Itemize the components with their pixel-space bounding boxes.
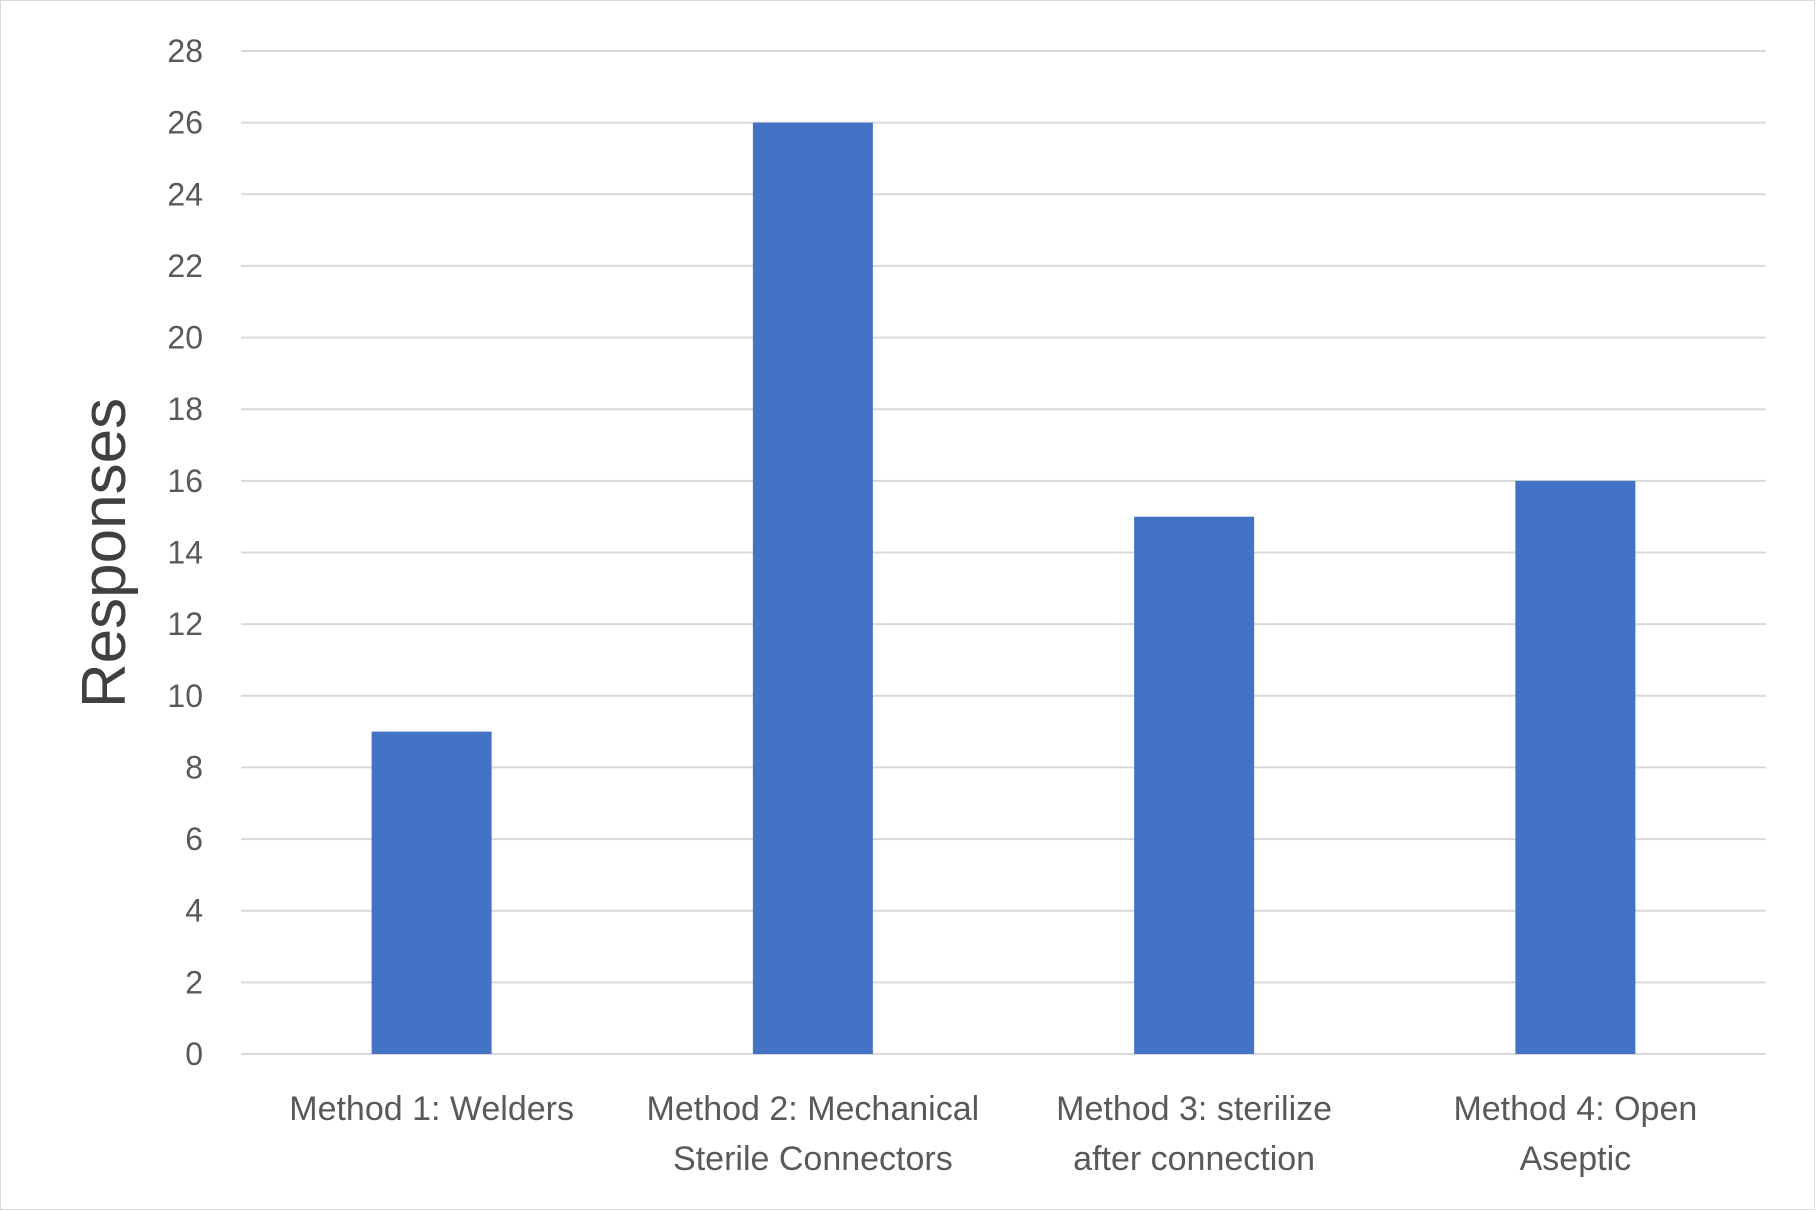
y-tick-label: 20: [167, 320, 203, 356]
x-category-label: Method 4: Open Aseptic: [1453, 1090, 1697, 1178]
y-tick-label: 24: [167, 176, 203, 212]
x-category-label: Method 3: sterilize after connection: [1056, 1090, 1332, 1178]
x-category-label-line: Sterile Connectors: [673, 1140, 953, 1178]
gridlines: [241, 50, 1766, 1055]
y-tick-label: 28: [167, 33, 203, 69]
y-tick-label: 22: [167, 248, 203, 284]
x-category-label-line: Method 3: sterilize: [1056, 1090, 1332, 1128]
x-category-label-line: Method 2: Mechanical: [647, 1090, 980, 1128]
y-axis-title: Responses: [70, 398, 139, 708]
y-tick-label: 12: [167, 606, 203, 642]
bar-1: [371, 731, 492, 1054]
x-category-label-line: Method 4: Open: [1453, 1090, 1697, 1128]
y-tick-label: 10: [167, 678, 203, 714]
y-tick-label: 26: [167, 105, 203, 141]
y-tick-label: 2: [185, 964, 203, 1000]
x-category-label: Method 1: Welders: [289, 1090, 574, 1128]
bar-2: [752, 122, 873, 1054]
bars: [371, 122, 1636, 1054]
bar-3: [1134, 516, 1255, 1054]
y-tick-label: 0: [185, 1036, 203, 1072]
x-category-label-line: Aseptic: [1520, 1140, 1632, 1178]
x-category-label: Method 2: Mechanical Sterile Connectors: [647, 1090, 980, 1178]
bar-4: [1515, 480, 1636, 1054]
y-tick-label: 14: [167, 535, 203, 571]
x-category-label-line: after connection: [1073, 1140, 1315, 1178]
y-tick-label: 8: [185, 749, 203, 785]
y-tick-label: 18: [167, 391, 203, 427]
x-category-label-line: Method 1: Welders: [289, 1090, 574, 1128]
y-tick-label: 6: [185, 821, 203, 857]
y-tick-label: 4: [185, 893, 203, 929]
y-tick-label: 16: [167, 463, 203, 499]
x-axis-categories: Method 1: Welders Method 2: Mechanical Ste…: [289, 1090, 1697, 1178]
